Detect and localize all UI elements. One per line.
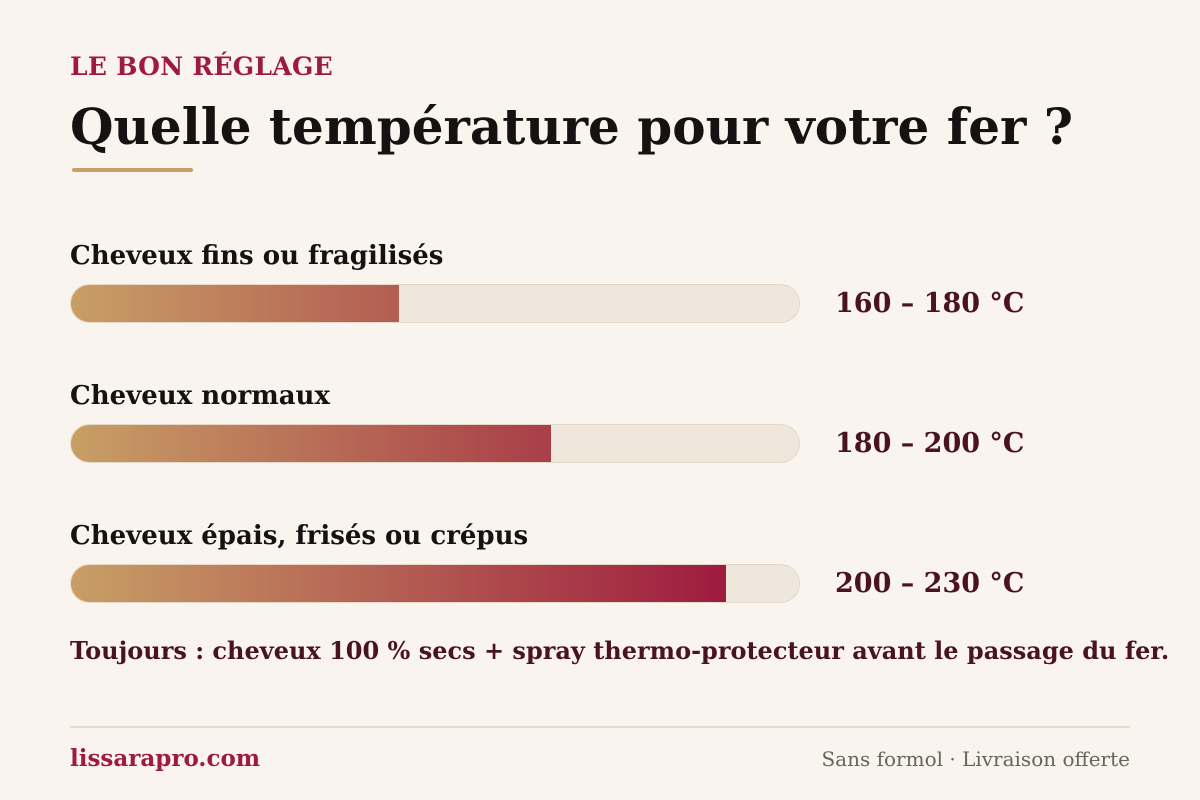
- temperature-bar-fill: [71, 425, 552, 462]
- footer-divider: [70, 726, 1130, 728]
- temperature-bar-track: [70, 564, 800, 603]
- page-title: Quelle température pour votre fer ?: [70, 97, 1074, 156]
- title-underline: [72, 168, 193, 172]
- eyebrow-label: LE BON RÉGLAGE: [70, 52, 334, 81]
- temperature-range: 180 – 200 °C: [835, 428, 1025, 459]
- temperature-bar-track: [70, 424, 800, 463]
- temperature-range: 200 – 230 °C: [835, 568, 1025, 599]
- row-label: Cheveux fins ou fragilisés: [70, 241, 444, 271]
- temperature-bar-fill: [71, 565, 727, 602]
- row-label: Cheveux épais, frisés ou crépus: [70, 521, 529, 551]
- row-label: Cheveux normaux: [70, 381, 330, 411]
- temperature-range: 160 – 180 °C: [835, 288, 1025, 319]
- footer-site-link[interactable]: lissarapro.com: [70, 745, 261, 772]
- advice-note: Toujours : cheveux 100 % secs + spray th…: [70, 636, 1170, 665]
- temperature-bar-fill: [71, 285, 399, 322]
- footer-tagline: Sans formol · Livraison offerte: [821, 747, 1130, 771]
- temperature-bar-track: [70, 284, 800, 323]
